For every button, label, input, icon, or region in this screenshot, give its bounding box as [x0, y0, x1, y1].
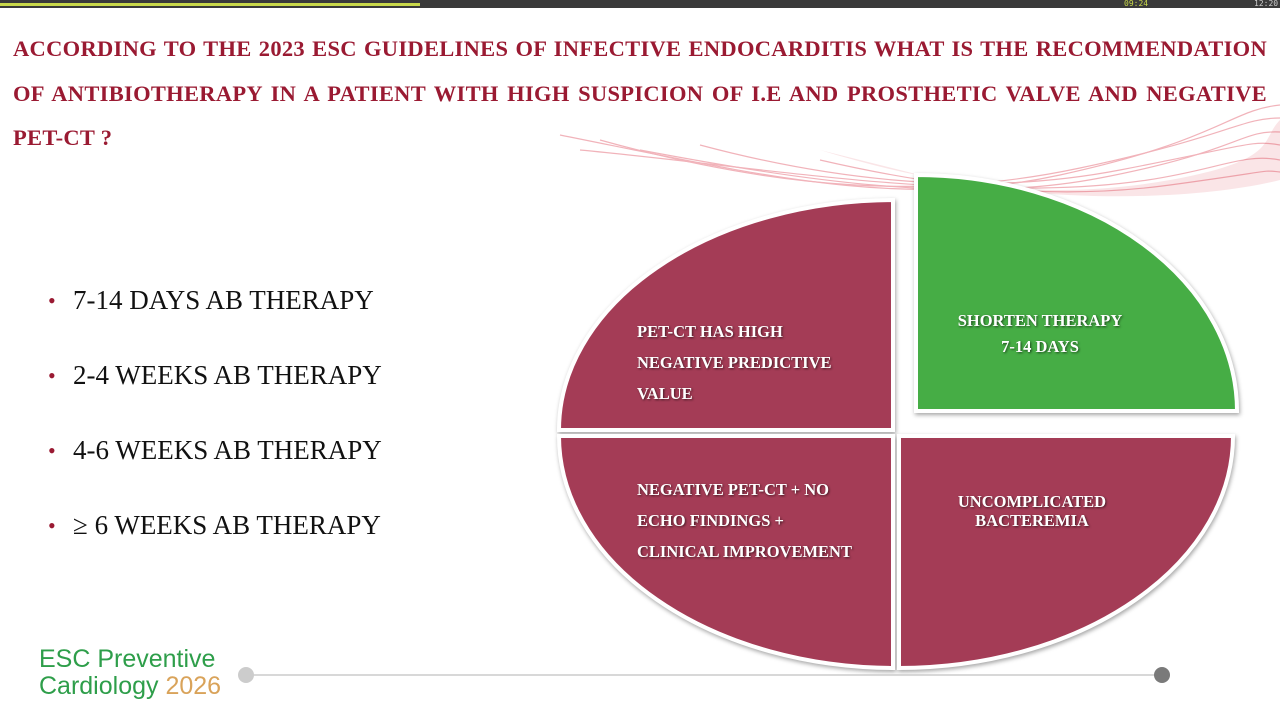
- option[interactable]: 7-14 DAYS AB THERAPY: [48, 285, 374, 316]
- text-line: CLINICAL IMPROVEMENT: [637, 542, 852, 561]
- option[interactable]: 4-6 WEEKS AB THERAPY: [48, 435, 382, 466]
- logo-year: 2026: [165, 672, 222, 700]
- logo-line: Cardiology 2026: [39, 672, 221, 701]
- logo-line: ESC Preventive: [39, 645, 216, 673]
- option-text: 2-4 WEEKS AB THERAPY: [73, 360, 382, 390]
- text-line: VALUE: [637, 384, 693, 403]
- text-line: NEGATIVE PET-CT + NO: [637, 480, 830, 499]
- option[interactable]: ≥ 6 WEEKS AB THERAPY: [48, 510, 381, 541]
- elapsed-time: 09:24: [1124, 0, 1149, 8]
- option-text: 4-6 WEEKS AB THERAPY: [73, 435, 382, 465]
- text-line: PET-CT HAS HIGH: [637, 322, 783, 341]
- total-time: 12:20: [1254, 0, 1279, 8]
- quadrant-text: PET-CT HAS HIGH NEGATIVE PREDICTIVE VALU…: [637, 316, 832, 409]
- quadrant-text: UNCOMPLICATED BACTEREMIA: [932, 492, 1132, 530]
- progress: [0, 3, 420, 6]
- video-bar[interactable]: [0, 0, 1280, 8]
- question: ACCORDING TO THE 2023 ESC GUIDELINES OF …: [13, 36, 1267, 150]
- text-line: NEGATIVE PREDICTIVE: [637, 353, 832, 372]
- option[interactable]: 2-4 WEEKS AB THERAPY: [48, 360, 382, 391]
- text-line: BACTEREMIA: [975, 511, 1089, 530]
- text-line: ECHO FINDINGS +: [637, 511, 784, 530]
- option-text: 7-14 DAYS AB THERAPY: [73, 285, 374, 315]
- logo-text: Cardiology: [39, 672, 159, 700]
- text-line: UNCOMPLICATED: [957, 492, 1107, 511]
- quadrant-text: SHORTEN THERAPY 7-14 DAYS: [940, 308, 1140, 360]
- option-text: ≥ 6 WEEKS AB THERAPY: [73, 510, 381, 540]
- text-line: 7-14 DAYS: [1001, 337, 1079, 356]
- quadrant-text: NEGATIVE PET-CT + NO ECHO FINDINGS + CLI…: [637, 474, 852, 567]
- text-line: SHORTEN THERAPY: [957, 311, 1123, 330]
